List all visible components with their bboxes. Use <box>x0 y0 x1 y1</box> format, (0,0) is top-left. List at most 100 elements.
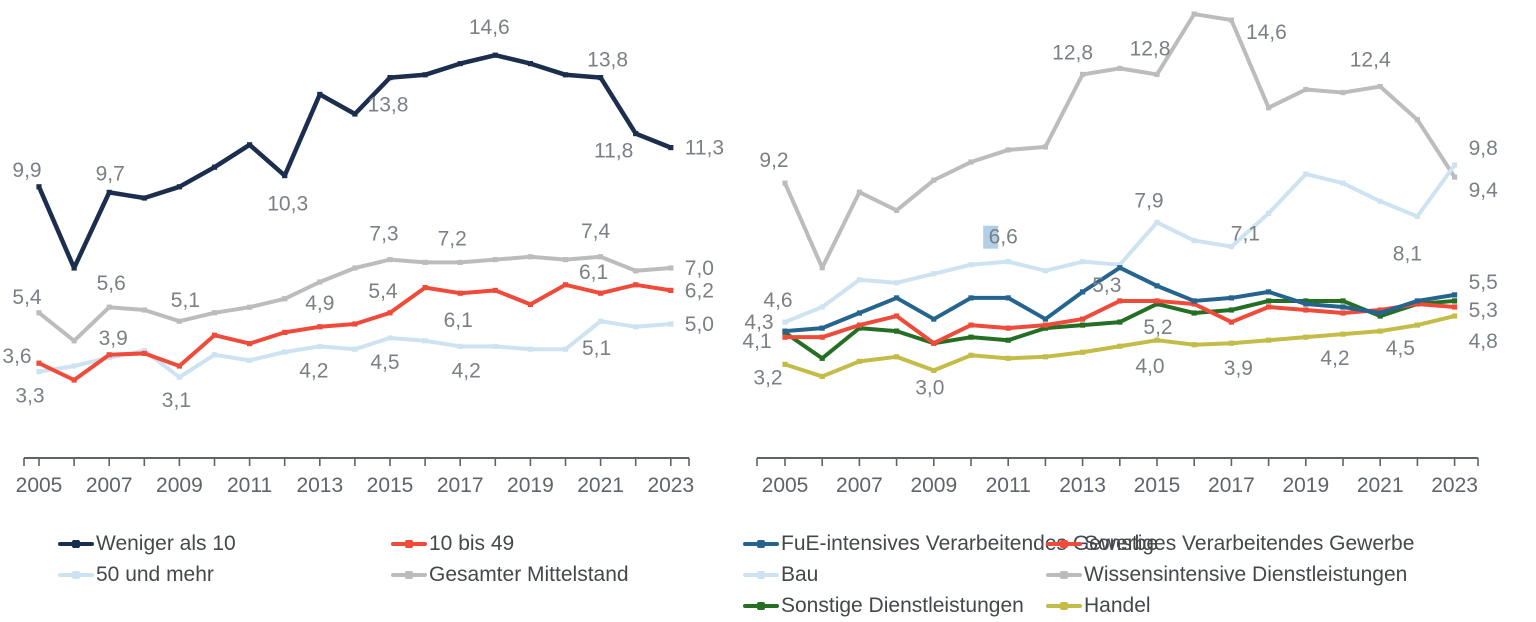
point-marker <box>1191 298 1197 304</box>
point-marker <box>1005 147 1011 153</box>
point-marker <box>1080 322 1086 328</box>
point-marker <box>527 301 533 307</box>
axis-year-label: 2021 <box>577 474 624 497</box>
axis-year-label: 2005 <box>762 474 809 497</box>
point-marker <box>1266 210 1272 216</box>
value-label: 4,0 <box>1135 355 1164 378</box>
point-marker <box>1154 71 1160 78</box>
point-marker <box>247 142 253 148</box>
value-label: 12,4 <box>1350 49 1391 72</box>
point-marker <box>1191 310 1197 316</box>
point-marker <box>527 254 533 260</box>
point-marker <box>176 374 182 380</box>
point-marker <box>1191 11 1197 17</box>
axis-year-label: 2019 <box>1282 474 1329 497</box>
point-marker <box>1303 334 1309 340</box>
axis-year-label: 2017 <box>1208 474 1255 497</box>
point-marker <box>819 304 825 310</box>
point-marker <box>457 61 463 67</box>
point-marker <box>1340 310 1346 316</box>
point-marker <box>36 360 42 366</box>
value-label: 9,7 <box>96 162 125 185</box>
point-marker <box>1303 298 1309 304</box>
value-label: 4,6 <box>763 289 792 312</box>
point-marker <box>782 328 788 334</box>
point-marker <box>352 111 358 117</box>
axis-year-label: 2013 <box>1059 474 1106 497</box>
point-marker <box>668 145 674 151</box>
point-marker <box>387 257 393 263</box>
line-swatch-icon <box>391 570 427 579</box>
value-label: 3,1 <box>162 389 191 412</box>
legend-label: Sonstige Dienstleistungen <box>781 593 1024 617</box>
legend-item-gesamter-mittelstand: Gesamter Mittelstand <box>391 563 629 587</box>
legend-label: 10 bis 49 <box>429 531 515 555</box>
point-marker <box>562 282 569 288</box>
point-marker <box>492 343 498 349</box>
legend-item-10-bis-49: 10 bis 49 <box>391 532 629 556</box>
value-label: 3,9 <box>1224 357 1253 380</box>
line-swatch-icon <box>1046 539 1082 548</box>
point-marker <box>106 189 112 195</box>
selection-highlight <box>983 225 999 249</box>
point-marker <box>71 377 77 383</box>
point-marker <box>1042 144 1048 150</box>
point-marker <box>1080 289 1086 295</box>
point-marker <box>968 334 974 340</box>
point-marker <box>387 75 393 81</box>
point-marker <box>1340 304 1346 310</box>
point-marker <box>1228 307 1234 313</box>
point-marker <box>1452 304 1458 310</box>
axis-year-label: 2015 <box>367 474 414 497</box>
point-marker <box>352 265 358 271</box>
point-marker <box>819 334 825 340</box>
point-marker <box>856 310 862 316</box>
point-marker <box>317 324 323 330</box>
point-marker <box>176 318 182 324</box>
point-marker <box>1042 322 1048 328</box>
point-marker <box>457 343 463 349</box>
legend-label: Sonstiges Verarbeitendes Gewerbe <box>1084 531 1415 555</box>
point-marker <box>1117 343 1123 349</box>
point-marker <box>1005 337 1011 343</box>
point-marker <box>352 346 358 352</box>
point-marker <box>856 322 862 328</box>
point-marker <box>1228 295 1234 301</box>
value-label: 9,8 <box>1469 137 1498 160</box>
axis-year-label: 2009 <box>910 474 957 497</box>
point-marker <box>562 72 569 78</box>
chart-size-classes: 2005 2007 2009 2011 2013 2015 2017 2019 2021 2023… <box>2 16 724 497</box>
value-label: 5,6 <box>97 272 126 295</box>
point-marker <box>317 279 323 285</box>
point-marker <box>211 352 218 358</box>
markers-gesamter-mittelstand <box>36 254 674 344</box>
point-marker <box>141 350 147 356</box>
point-marker <box>1452 162 1458 168</box>
value-label: 6,6 <box>989 226 1018 249</box>
point-marker <box>1154 337 1160 343</box>
point-marker <box>1340 331 1346 337</box>
point-marker <box>856 325 862 331</box>
point-marker <box>1266 105 1272 111</box>
point-marker <box>211 332 218 338</box>
point-marker <box>968 295 974 301</box>
value-label: 12,8 <box>1052 41 1093 64</box>
point-marker <box>387 335 393 341</box>
point-marker <box>968 262 974 268</box>
point-marker <box>1303 307 1309 313</box>
value-label: 13,8 <box>587 49 628 72</box>
point-marker <box>1340 180 1346 186</box>
legend-label: 50 und mehr <box>96 562 214 586</box>
point-marker <box>1005 355 1011 361</box>
line-swatch-icon <box>743 539 779 548</box>
value-label: 5,2 <box>1143 316 1172 339</box>
point-marker <box>527 346 533 352</box>
axis-year-label: 2005 <box>16 474 63 497</box>
point-marker <box>457 290 463 296</box>
point-marker <box>1228 340 1234 346</box>
markers-bau <box>782 162 1458 325</box>
value-label: 8,1 <box>1393 242 1422 265</box>
point-marker <box>931 316 937 322</box>
point-marker <box>1452 292 1458 298</box>
